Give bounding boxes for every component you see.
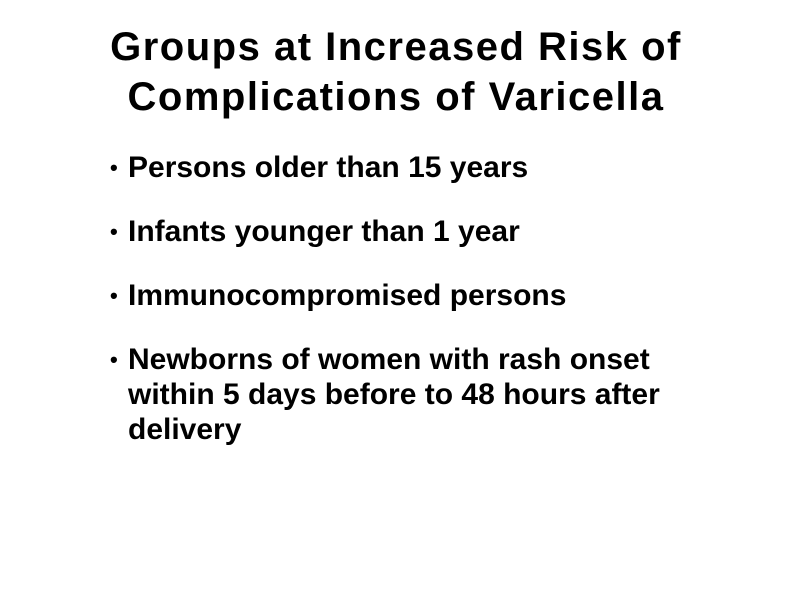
bullet-icon: • [110, 219, 118, 244]
list-item: • Immunocompromised persons [110, 279, 567, 312]
bullet-list: • Persons older than 15 years • Infants yo… [108, 150, 768, 476]
bullet-icon: • [110, 347, 118, 372]
title-line: Complications of Varicella [127, 75, 665, 119]
slide-title: Groups at Increased Risk of Complication… [0, 22, 792, 122]
list-item: • Newborns of women with rash onset withi… [110, 343, 660, 446]
bullet-icon: • [110, 283, 118, 308]
bullet-icon: • [110, 155, 118, 180]
title-line: Groups at Increased Risk of [110, 25, 682, 69]
list-item: • Persons older than 15 years [110, 151, 529, 184]
list-item: • Infants younger than 1 year [110, 215, 520, 248]
